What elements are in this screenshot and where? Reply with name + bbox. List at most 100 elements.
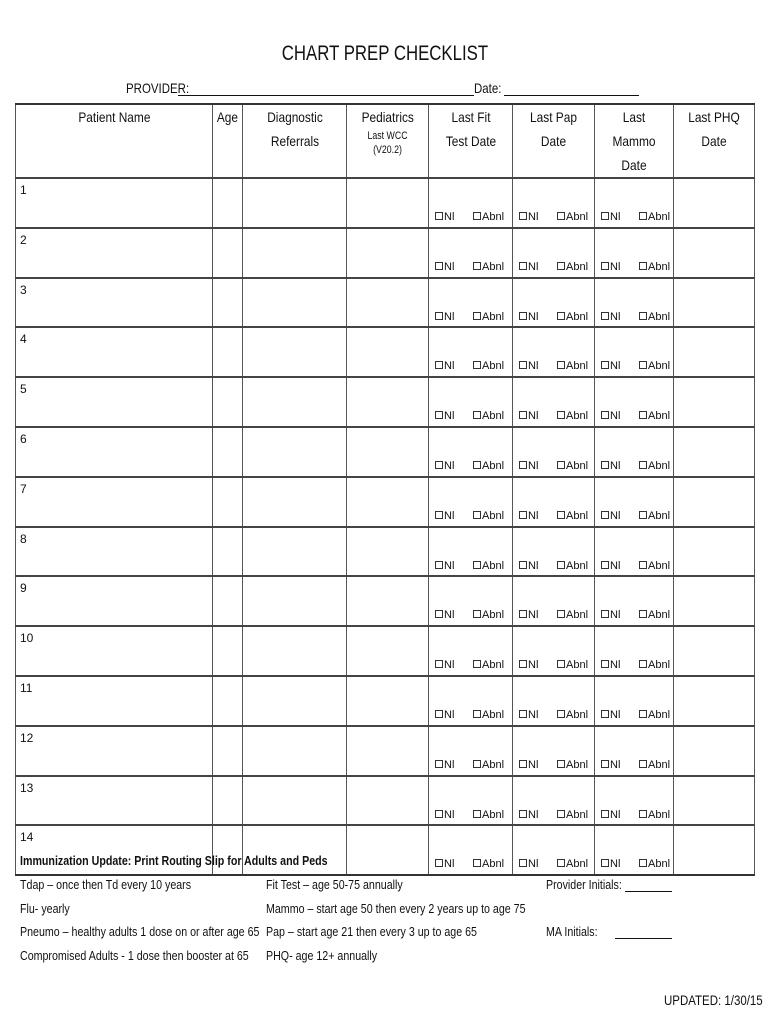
checkbox-icon[interactable]: [557, 212, 565, 220]
cell-patient-name[interactable]: 3: [15, 277, 213, 328]
cell-last-pap-date[interactable]: Nl Abnl: [512, 775, 595, 826]
checkbox-icon[interactable]: [519, 261, 527, 270]
cell-age[interactable]: [212, 526, 243, 577]
abnormal-checkbox[interactable]: Abnl: [557, 410, 588, 422]
cell-patient-name[interactable]: 14: [15, 824, 213, 876]
checkbox-icon[interactable]: [601, 709, 609, 718]
abnormal-checkbox[interactable]: Abnl: [473, 759, 504, 771]
cell-pediatrics[interactable]: [346, 277, 429, 328]
cell-diagnostic-referrals[interactable]: [242, 277, 347, 328]
checkbox-icon[interactable]: [519, 809, 527, 818]
abnormal-checkbox[interactable]: Abnl: [639, 659, 670, 671]
cell-diagnostic-referrals[interactable]: [242, 725, 347, 777]
checkbox-icon[interactable]: [639, 261, 647, 270]
cell-pediatrics[interactable]: [346, 227, 429, 279]
checkbox-icon[interactable]: [557, 859, 565, 868]
cell-last-pap-date[interactable]: Nl Abnl: [512, 326, 595, 378]
normal-checkbox[interactable]: Nl: [435, 609, 454, 621]
cell-last-phq-date[interactable]: [673, 227, 755, 279]
cell-age[interactable]: [212, 277, 243, 328]
cell-diagnostic-referrals[interactable]: [242, 177, 347, 229]
checkbox-icon[interactable]: [473, 261, 481, 270]
checkbox-icon[interactable]: [639, 311, 647, 320]
cell-last-fit-test-date[interactable]: Nl Abnl: [428, 227, 513, 279]
checkbox-icon[interactable]: [435, 261, 443, 270]
abnormal-checkbox[interactable]: Abnl: [557, 858, 588, 870]
cell-age[interactable]: [212, 227, 243, 279]
normal-checkbox[interactable]: Nl: [601, 759, 620, 771]
cell-diagnostic-referrals[interactable]: [242, 575, 347, 627]
checkbox-icon[interactable]: [435, 759, 443, 768]
cell-pediatrics[interactable]: [346, 725, 429, 777]
cell-diagnostic-referrals[interactable]: [242, 625, 347, 677]
date-field[interactable]: [504, 81, 639, 96]
ma-initials-field[interactable]: [615, 924, 672, 939]
checkbox-icon[interactable]: [601, 460, 609, 469]
checkbox-icon[interactable]: [519, 759, 527, 768]
checkbox-icon[interactable]: [601, 510, 609, 519]
provider-initials-field[interactable]: [625, 877, 672, 892]
cell-age[interactable]: [212, 575, 243, 627]
checkbox-icon[interactable]: [473, 460, 481, 469]
checkbox-icon[interactable]: [557, 709, 565, 718]
checkbox-icon[interactable]: [601, 859, 609, 868]
abnormal-checkbox[interactable]: Abnl: [639, 410, 670, 422]
abnormal-checkbox[interactable]: Abnl: [639, 311, 670, 323]
cell-last-mammo-date[interactable]: Nl Abnl: [594, 476, 674, 528]
abnormal-checkbox[interactable]: Abnl: [557, 261, 588, 273]
normal-checkbox[interactable]: Nl: [519, 410, 538, 422]
checkbox-icon[interactable]: [519, 311, 527, 320]
checkbox-icon[interactable]: [601, 759, 609, 768]
checkbox-icon[interactable]: [435, 212, 443, 220]
checkbox-icon[interactable]: [557, 610, 565, 619]
abnormal-checkbox[interactable]: Abnl: [557, 360, 588, 372]
normal-checkbox[interactable]: Nl: [519, 460, 538, 472]
normal-checkbox[interactable]: Nl: [435, 659, 454, 671]
checkbox-icon[interactable]: [519, 859, 527, 868]
abnormal-checkbox[interactable]: Abnl: [473, 360, 504, 372]
cell-last-fit-test-date[interactable]: Nl Abnl: [428, 277, 513, 328]
checkbox-icon[interactable]: [639, 361, 647, 370]
normal-checkbox[interactable]: Nl: [601, 709, 620, 721]
cell-last-fit-test-date[interactable]: Nl Abnl: [428, 775, 513, 826]
cell-last-phq-date[interactable]: [673, 824, 755, 876]
cell-patient-name[interactable]: 8: [15, 526, 213, 577]
normal-checkbox[interactable]: Nl: [519, 858, 538, 870]
normal-checkbox[interactable]: Nl: [435, 460, 454, 472]
abnormal-checkbox[interactable]: Abnl: [473, 709, 504, 721]
cell-age[interactable]: [212, 426, 243, 478]
cell-last-fit-test-date[interactable]: Nl Abnl: [428, 725, 513, 777]
cell-last-mammo-date[interactable]: Nl Abnl: [594, 824, 674, 876]
cell-last-fit-test-date[interactable]: Nl Abnl: [428, 476, 513, 528]
checkbox-icon[interactable]: [557, 759, 565, 768]
cell-last-phq-date[interactable]: [673, 326, 755, 378]
checkbox-icon[interactable]: [557, 261, 565, 270]
abnormal-checkbox[interactable]: Abnl: [473, 858, 504, 870]
cell-last-phq-date[interactable]: [673, 177, 755, 229]
checkbox-icon[interactable]: [639, 560, 647, 569]
normal-checkbox[interactable]: Nl: [435, 759, 454, 771]
normal-checkbox[interactable]: Nl: [519, 510, 538, 522]
normal-checkbox[interactable]: Nl: [601, 360, 620, 372]
cell-last-pap-date[interactable]: Nl Abnl: [512, 675, 595, 727]
abnormal-checkbox[interactable]: Abnl: [473, 460, 504, 472]
abnormal-checkbox[interactable]: Abnl: [473, 609, 504, 621]
normal-checkbox[interactable]: Nl: [435, 211, 454, 223]
cell-last-pap-date[interactable]: Nl Abnl: [512, 476, 595, 528]
cell-pediatrics[interactable]: [346, 675, 429, 727]
cell-last-mammo-date[interactable]: Nl Abnl: [594, 775, 674, 826]
normal-checkbox[interactable]: Nl: [519, 560, 538, 572]
cell-last-pap-date[interactable]: Nl Abnl: [512, 376, 595, 428]
cell-diagnostic-referrals[interactable]: [242, 426, 347, 478]
abnormal-checkbox[interactable]: Abnl: [473, 809, 504, 821]
cell-last-fit-test-date[interactable]: Nl Abnl: [428, 326, 513, 378]
cell-last-pap-date[interactable]: Nl Abnl: [512, 725, 595, 777]
checkbox-icon[interactable]: [473, 859, 481, 868]
normal-checkbox[interactable]: Nl: [601, 211, 620, 223]
checkbox-icon[interactable]: [435, 809, 443, 818]
cell-last-pap-date[interactable]: Nl Abnl: [512, 526, 595, 577]
cell-pediatrics[interactable]: [346, 376, 429, 428]
abnormal-checkbox[interactable]: Abnl: [557, 211, 588, 223]
checkbox-icon[interactable]: [473, 809, 481, 818]
normal-checkbox[interactable]: Nl: [519, 809, 538, 821]
